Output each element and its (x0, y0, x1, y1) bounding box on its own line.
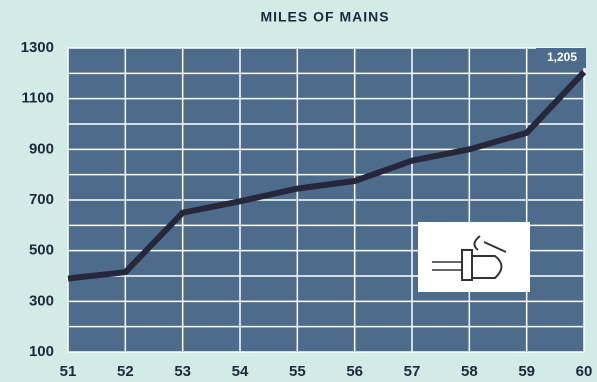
value-label-box (536, 48, 586, 68)
y-tick-label: 300 (29, 292, 54, 309)
y-tick-label: 900 (29, 140, 54, 157)
y-tick-label: 700 (29, 191, 54, 208)
chart-title: MILES OF MAINS (260, 9, 389, 25)
y-tick-label: 100 (29, 343, 54, 360)
x-tick-label: 59 (518, 363, 535, 380)
x-tick-label: 55 (289, 363, 306, 380)
plot-area (67, 47, 585, 353)
x-tick-label: 60 (576, 363, 593, 380)
x-tick-label: 58 (461, 363, 478, 380)
data-line (67, 70, 587, 282)
x-tick-label: 53 (174, 363, 191, 380)
pipe-icon (418, 222, 530, 292)
icon-flange (461, 249, 473, 281)
x-tick-label: 56 (346, 363, 363, 380)
x-tick-label: 54 (232, 363, 249, 380)
y-tick-label: 1100 (21, 90, 54, 107)
x-tick-label: 52 (117, 363, 134, 380)
x-tick-label: 51 (60, 363, 77, 380)
icon-valve (472, 235, 507, 279)
x-tick-label: 57 (404, 363, 421, 380)
value-label: 1,205 (547, 50, 577, 64)
y-tick-label: 1300 (21, 39, 54, 56)
icon-pipe (432, 261, 462, 271)
y-tick-label: 500 (29, 242, 54, 259)
